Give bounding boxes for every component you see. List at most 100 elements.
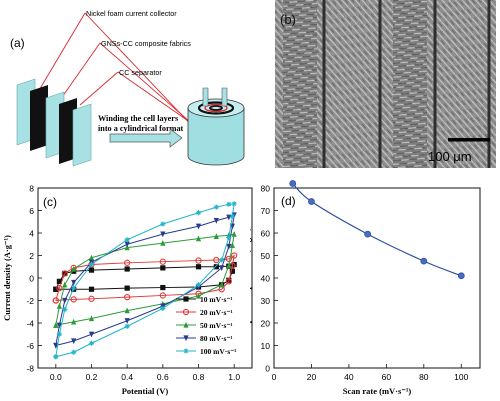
data-point (124, 241, 130, 248)
series-capacitance (289, 180, 465, 280)
legend-label: 20 mV·s⁻¹ (200, 308, 233, 317)
data-point (124, 293, 131, 301)
data-point (213, 233, 219, 239)
x-tick-label: 0.4 (121, 372, 133, 382)
data-point (159, 292, 166, 299)
data-point (226, 262, 232, 269)
y-tick-label: -4 (26, 319, 34, 329)
data-point (226, 243, 232, 250)
data-point (88, 315, 95, 322)
x-tick-label: 20 (307, 372, 317, 382)
data-point (226, 234, 232, 241)
data-point (457, 272, 465, 280)
data-point (62, 297, 68, 304)
data-point (213, 204, 219, 210)
data-point (225, 255, 232, 263)
data-point (229, 213, 235, 219)
cylinder-tab-right (221, 87, 228, 107)
series-line (55, 203, 235, 358)
data-point (88, 261, 95, 268)
data-point (195, 223, 202, 230)
data-point (71, 285, 77, 291)
data-point (124, 323, 130, 329)
x-tick-label: 100 (454, 372, 468, 382)
panel-d-capacitance-chart: 0 20 40 60 80 100 0 10 20 30 40 50 60 70 80 Scan rate (… (250, 180, 481, 396)
legend-marker (183, 335, 189, 342)
y-tick-label: 0 (265, 364, 270, 374)
data-point (71, 279, 77, 286)
callout-cc-separator: CC separator (119, 68, 162, 77)
layer-cyan-3 (72, 103, 92, 167)
x-tick-label: 0 (272, 372, 277, 382)
scale-bar-label: 100 μm (428, 149, 472, 164)
legend-marker (183, 296, 189, 302)
data-point (88, 331, 95, 338)
data-point (195, 264, 202, 270)
y-tick-label: 2 (29, 251, 34, 261)
data-point (56, 322, 62, 329)
data-point (225, 278, 232, 285)
data-point (231, 201, 237, 207)
y-tick-label: 20 (261, 319, 271, 329)
y-tick-label: 10 (261, 341, 271, 351)
plot-frame (273, 187, 481, 369)
cylinder-cell (187, 87, 245, 166)
x-tick-label: 0.8 (193, 372, 205, 382)
data-point (56, 331, 62, 337)
data-point (195, 210, 202, 216)
x-tick-label: 80 (419, 372, 429, 382)
data-point (71, 349, 77, 355)
panel-a-label: (a) (10, 36, 25, 50)
data-point (56, 303, 62, 309)
y-tick-label: -6 (26, 341, 34, 351)
data-point (159, 258, 166, 265)
y-tick-label: 6 (29, 206, 34, 216)
winding-text-line2: into a cylindrical format (98, 124, 184, 133)
winding-text-line1: Winding the cell layers (98, 114, 178, 123)
data-point (124, 285, 130, 291)
series-line (55, 254, 235, 301)
data-point (88, 340, 95, 346)
legend-marker (183, 348, 189, 354)
data-point (229, 268, 235, 274)
layer-black-2 (59, 98, 77, 164)
data-point (124, 237, 130, 243)
data-point (70, 296, 77, 303)
data-point (229, 242, 235, 248)
y-tick-label: 70 (261, 206, 271, 216)
panel-c-label: (c) (43, 195, 57, 209)
y-tick-label: 0 (29, 274, 34, 284)
data-point (195, 257, 202, 264)
winding-arrow (109, 128, 183, 148)
data-point (124, 259, 131, 266)
data-point (213, 264, 219, 270)
data-point (71, 338, 77, 345)
y-tick-label: -2 (26, 296, 34, 306)
data-point (308, 198, 315, 205)
data-point (160, 231, 166, 238)
series-line (55, 233, 235, 326)
y-tick-label: 30 (261, 296, 271, 306)
data-point (213, 256, 220, 264)
legend-label: 50 mV·s⁻¹ (200, 321, 233, 330)
legend-label: 100 mV·s⁻¹ (200, 347, 236, 356)
series-4 (53, 201, 237, 360)
legend-marker (182, 308, 190, 316)
y-tick-label: 4 (29, 229, 34, 239)
data-point (71, 318, 77, 325)
data-point (56, 278, 62, 284)
x-tick-label: 0.6 (157, 372, 169, 382)
data-point (160, 305, 166, 311)
x-tick-label: 0.0 (50, 372, 62, 382)
data-point (124, 266, 130, 272)
data-point (53, 342, 59, 349)
data-point (195, 282, 202, 288)
data-point (53, 322, 59, 328)
layer-stack (16, 78, 92, 167)
panel-a-schematic: (a) Nickel foam current collector GNSs-C… (10, 9, 245, 167)
callout-nickel-foam: Nickel foam current collector (86, 9, 177, 18)
x-tick-label: 60 (382, 372, 392, 382)
data-point (226, 201, 232, 207)
panel-b-sem-image: (b) 100 μm (275, 0, 496, 168)
data-point (160, 240, 166, 246)
